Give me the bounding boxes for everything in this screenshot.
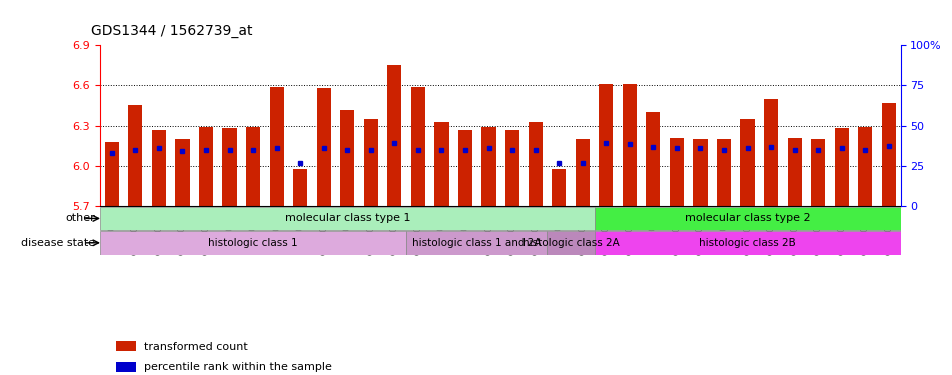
Text: other: other [66, 213, 95, 223]
Bar [810, 139, 824, 206]
Bar [834, 128, 848, 206]
Bar [594, 231, 900, 255]
Text: histologic class 2B: histologic class 2B [699, 238, 795, 248]
Bar [622, 84, 636, 206]
Bar [129, 105, 142, 206]
Bar [481, 127, 495, 206]
Bar [594, 207, 900, 230]
Text: percentile rank within the sample: percentile rank within the sample [144, 363, 331, 372]
Text: molecular class type 2: molecular class type 2 [684, 213, 809, 223]
Bar [116, 341, 136, 351]
Bar [269, 87, 284, 206]
Bar [434, 122, 448, 206]
Bar [645, 112, 660, 206]
Bar [505, 130, 519, 206]
Bar [364, 119, 378, 206]
Bar [764, 99, 778, 206]
Text: transformed count: transformed count [144, 342, 248, 352]
Bar [575, 139, 589, 206]
Bar [100, 207, 594, 230]
Bar [458, 130, 471, 206]
Text: disease state: disease state [21, 238, 95, 248]
Bar [858, 127, 871, 206]
Bar [410, 87, 425, 206]
Bar [546, 231, 594, 255]
Bar [105, 142, 119, 206]
Bar [786, 138, 801, 206]
Bar [316, 88, 330, 206]
Bar [716, 139, 730, 206]
Bar [246, 127, 260, 206]
Text: molecular class type 1: molecular class type 1 [285, 213, 409, 223]
Bar [293, 169, 307, 206]
Bar [881, 103, 895, 206]
Bar [100, 231, 406, 255]
Bar [199, 127, 213, 206]
Text: histologic class 1: histologic class 1 [208, 238, 298, 248]
Text: histologic class 2A: histologic class 2A [522, 238, 619, 248]
Bar [528, 122, 542, 206]
Bar [340, 110, 354, 206]
Bar [406, 231, 546, 255]
Bar [740, 119, 754, 206]
Bar [693, 139, 706, 206]
Bar [175, 139, 189, 206]
Bar [116, 362, 136, 372]
Bar [222, 128, 236, 206]
Bar [669, 138, 684, 206]
Bar [151, 130, 166, 206]
Text: GDS1344 / 1562739_at: GDS1344 / 1562739_at [90, 24, 251, 38]
Bar [551, 169, 565, 206]
Bar [387, 65, 401, 206]
Bar [599, 84, 613, 206]
Text: histologic class 1 and 2A: histologic class 1 and 2A [411, 238, 541, 248]
